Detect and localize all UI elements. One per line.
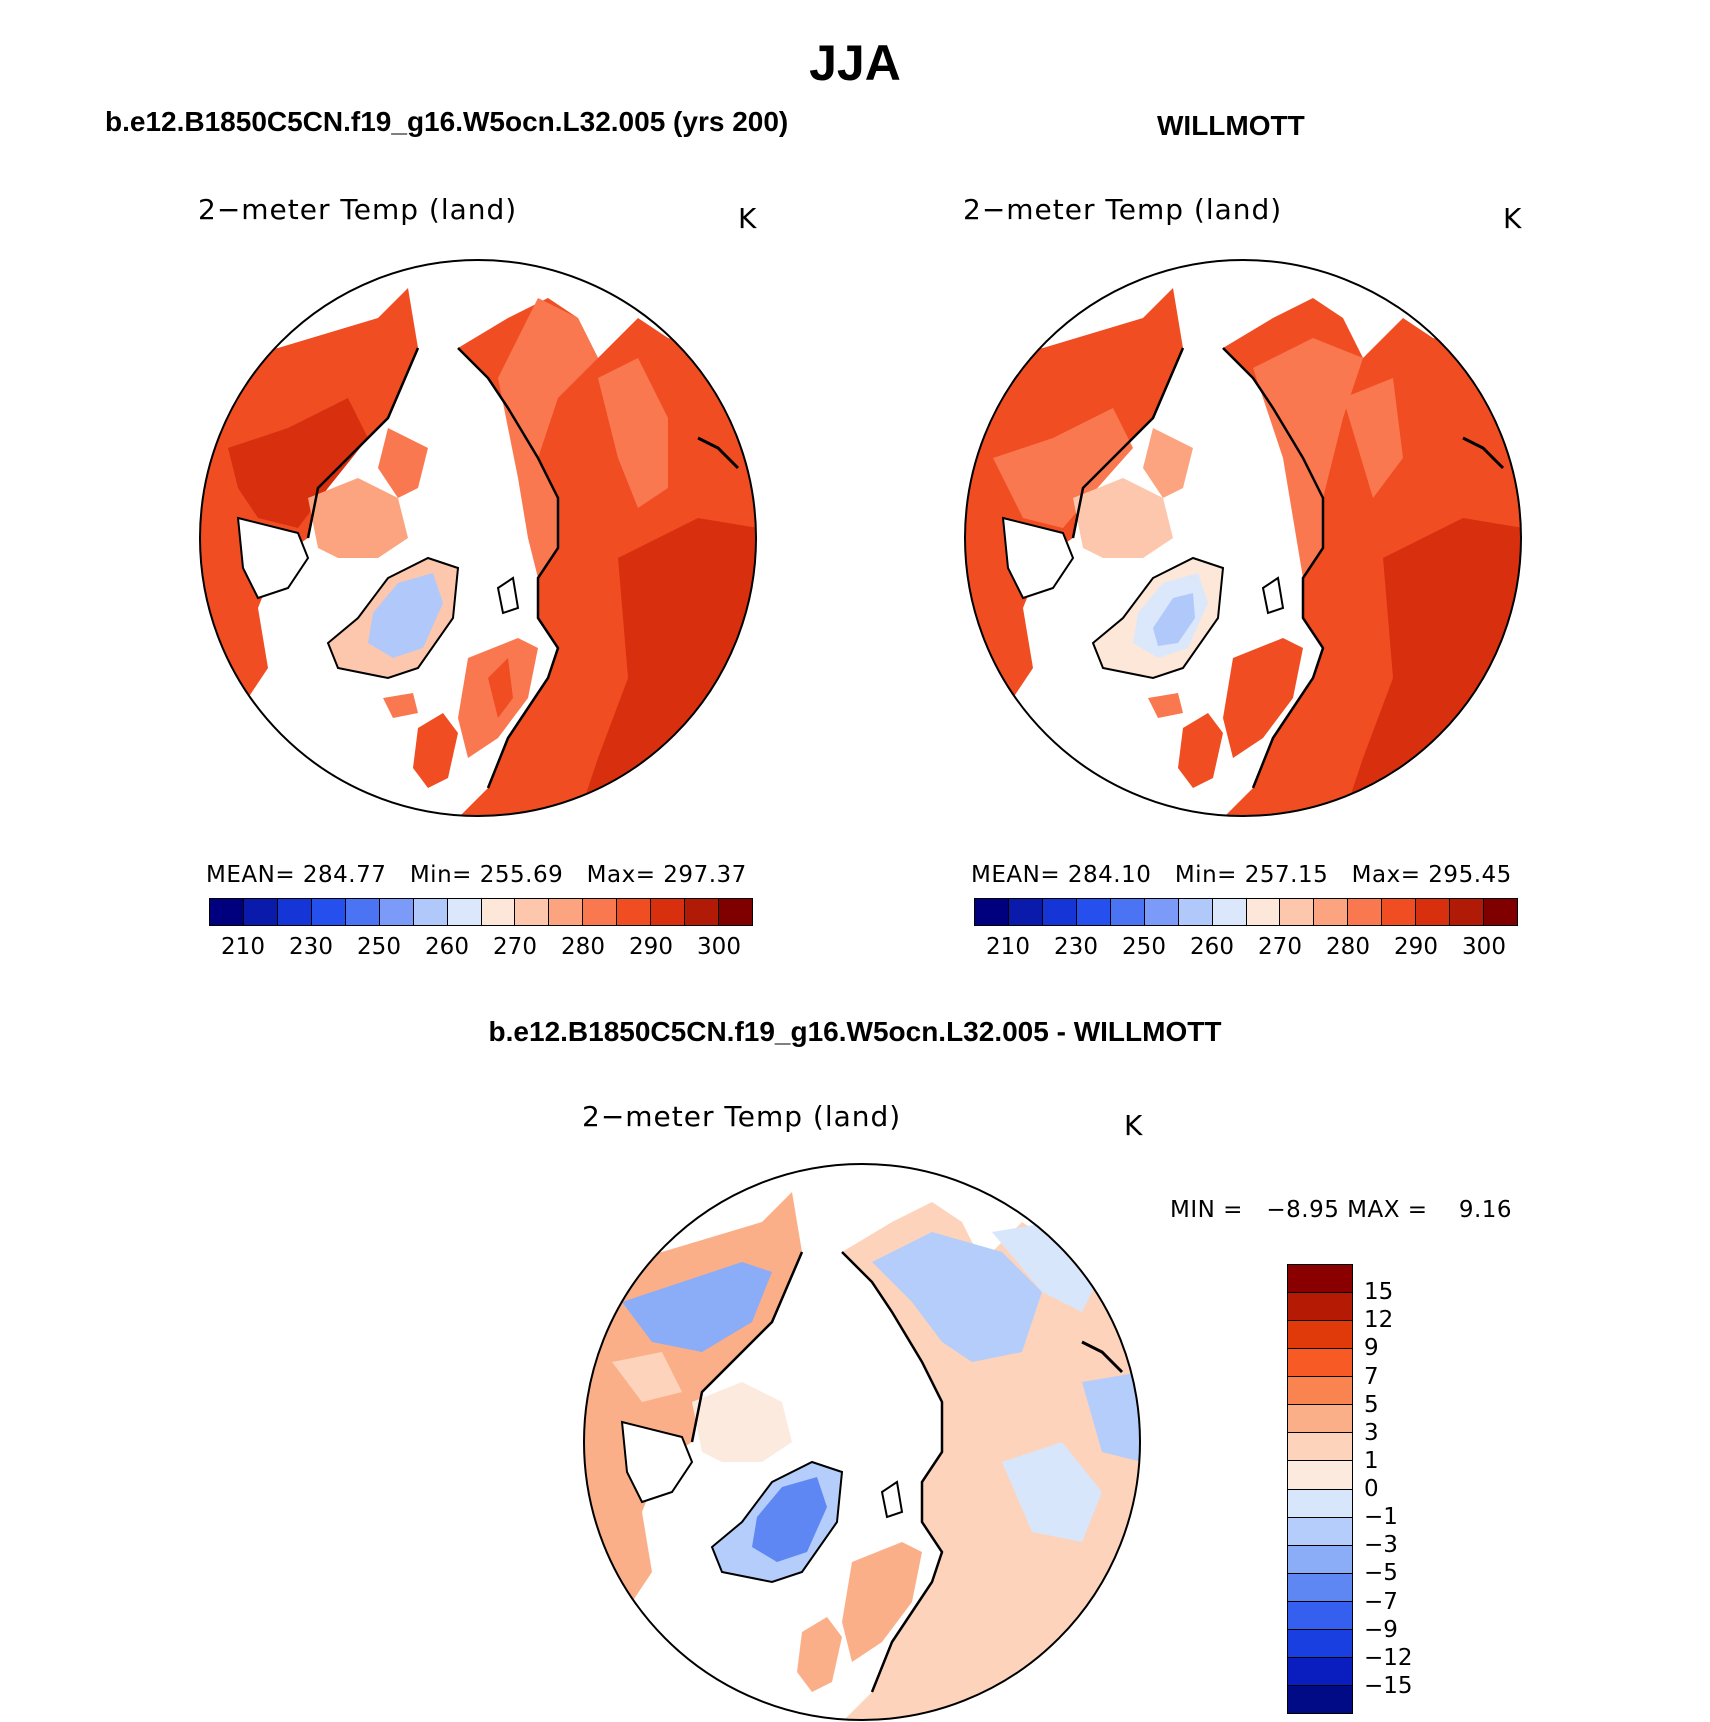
diff-panel-case-title: b.e12.B1850C5CN.f19_g16.W5ocn.L32.005 - … xyxy=(488,1016,1222,1047)
colorbar-tick-label: 270 xyxy=(493,934,537,960)
colorbar-swatch xyxy=(277,899,312,925)
colorbar-swatch xyxy=(1178,899,1213,925)
colorbar-tick-label: 260 xyxy=(425,934,469,960)
colorbar-swatch xyxy=(1288,1657,1352,1686)
colorbar-swatch xyxy=(975,899,1009,925)
colorbar-tick-label: 290 xyxy=(1394,934,1438,960)
colorbar-swatch xyxy=(1450,899,1485,925)
colorbar-tick-label: 230 xyxy=(289,934,333,960)
colorbar-swatch xyxy=(311,899,346,925)
diff-panel-minmax: MIN = −8.95 MAX = 9.16 xyxy=(1170,1197,1513,1223)
colorbar-swatch xyxy=(515,899,550,925)
colorbar-swatch xyxy=(345,899,380,925)
colorbar-swatch xyxy=(1288,1601,1352,1630)
left-panel-units-label: K xyxy=(738,202,758,235)
left-panel-case-title: b.e12.B1850C5CN.f19_g16.W5ocn.L32.005 (y… xyxy=(105,106,789,137)
colorbar-tick-label: 230 xyxy=(1054,934,1098,960)
right-panel-units-label: K xyxy=(1503,202,1523,235)
colorbar-tick-label: −15 xyxy=(1364,1672,1413,1699)
colorbar-swatch xyxy=(1288,1685,1352,1713)
colorbar-tick-label: −9 xyxy=(1364,1616,1398,1643)
colorbar-swatch xyxy=(1382,899,1417,925)
colorbar-tick-label: 210 xyxy=(221,934,265,960)
colorbar-swatch xyxy=(1416,899,1451,925)
left-panel-variable-label: 2−meter Temp (land) xyxy=(198,193,518,226)
colorbar-swatch xyxy=(1288,1349,1352,1378)
colorbar-tick-label: 270 xyxy=(1258,934,1302,960)
colorbar-swatch xyxy=(1288,1405,1352,1434)
colorbar-tick-label: 9 xyxy=(1364,1335,1379,1362)
colorbar-tick-label: 210 xyxy=(986,934,1030,960)
colorbar-tick-label: 300 xyxy=(697,934,741,960)
colorbar-tick-label: 250 xyxy=(1122,934,1166,960)
colorbar-swatch xyxy=(1076,899,1111,925)
colorbar-swatch xyxy=(651,899,686,925)
colorbar-swatch xyxy=(1288,1461,1352,1490)
left-polar-map xyxy=(199,259,757,817)
colorbar-swatch xyxy=(1288,1489,1352,1518)
right-panel-stats: MEAN= 284.10 Min= 257.15 Max= 295.45 xyxy=(971,862,1512,888)
colorbar-swatch xyxy=(617,899,652,925)
diff-panel-units-label: K xyxy=(1124,1109,1144,1142)
colorbar-swatch xyxy=(1314,899,1349,925)
colorbar-tick-label: −12 xyxy=(1364,1644,1413,1671)
diff-polar-map xyxy=(583,1163,1141,1721)
colorbar-tick-label: −7 xyxy=(1364,1588,1398,1615)
colorbar-tick-label: 3 xyxy=(1364,1419,1379,1446)
diff-panel-variable-label: 2−meter Temp (land) xyxy=(582,1100,902,1133)
colorbar-swatch xyxy=(583,899,618,925)
colorbar-swatch xyxy=(549,899,584,925)
colorbar-swatch xyxy=(1212,899,1247,925)
colorbar-swatch xyxy=(1288,1293,1352,1322)
right-polar-map xyxy=(964,259,1522,817)
right-colorbar xyxy=(974,898,1518,926)
colorbar-tick-label: 280 xyxy=(561,934,605,960)
colorbar-tick-label: 290 xyxy=(629,934,673,960)
colorbar-swatch xyxy=(1144,899,1179,925)
left-panel-stats: MEAN= 284.77 Min= 255.69 Max= 297.37 xyxy=(206,862,747,888)
colorbar-swatch xyxy=(685,899,720,925)
colorbar-tick-label: 12 xyxy=(1364,1307,1394,1334)
colorbar-swatch xyxy=(379,899,414,925)
colorbar-swatch xyxy=(243,899,278,925)
colorbar-tick-label: 0 xyxy=(1364,1476,1379,1502)
colorbar-tick-label: 15 xyxy=(1364,1279,1394,1306)
colorbar-swatch xyxy=(1288,1433,1352,1462)
colorbar-tick-label: 300 xyxy=(1462,934,1506,960)
colorbar-swatch xyxy=(1042,899,1077,925)
colorbar-swatch xyxy=(1288,1377,1352,1406)
colorbar-swatch xyxy=(1246,899,1281,925)
right-panel-case-title: WILLMOTT xyxy=(1157,110,1305,141)
right-panel-variable-label: 2−meter Temp (land) xyxy=(963,193,1283,226)
colorbar-swatch xyxy=(1288,1545,1352,1574)
diff-colorbar xyxy=(1287,1264,1353,1714)
colorbar-swatch xyxy=(1280,899,1315,925)
colorbar-swatch xyxy=(719,899,752,925)
colorbar-tick-label: −5 xyxy=(1364,1560,1398,1587)
colorbar-tick-label: −1 xyxy=(1364,1504,1398,1531)
colorbar-tick-label: 7 xyxy=(1364,1363,1379,1390)
colorbar-swatch xyxy=(1348,899,1383,925)
colorbar-swatch xyxy=(413,899,448,925)
colorbar-swatch xyxy=(1110,899,1145,925)
colorbar-tick-label: 280 xyxy=(1326,934,1370,960)
colorbar-tick-label: −3 xyxy=(1364,1532,1398,1559)
colorbar-tick-label: 1 xyxy=(1364,1447,1379,1474)
colorbar-swatch xyxy=(1288,1629,1352,1658)
figure-title: JJA xyxy=(809,35,901,91)
colorbar-swatch xyxy=(1484,899,1517,925)
colorbar-tick-label: 5 xyxy=(1364,1391,1379,1418)
colorbar-swatch xyxy=(1008,899,1043,925)
colorbar-tick-label: 250 xyxy=(357,934,401,960)
left-colorbar xyxy=(209,898,753,926)
colorbar-swatch xyxy=(1288,1573,1352,1602)
colorbar-swatch xyxy=(447,899,482,925)
colorbar-swatch xyxy=(1288,1265,1352,1294)
colorbar-swatch xyxy=(210,899,244,925)
colorbar-swatch xyxy=(1288,1321,1352,1350)
colorbar-tick-label: 260 xyxy=(1190,934,1234,960)
colorbar-swatch xyxy=(481,899,516,925)
colorbar-swatch xyxy=(1288,1517,1352,1546)
